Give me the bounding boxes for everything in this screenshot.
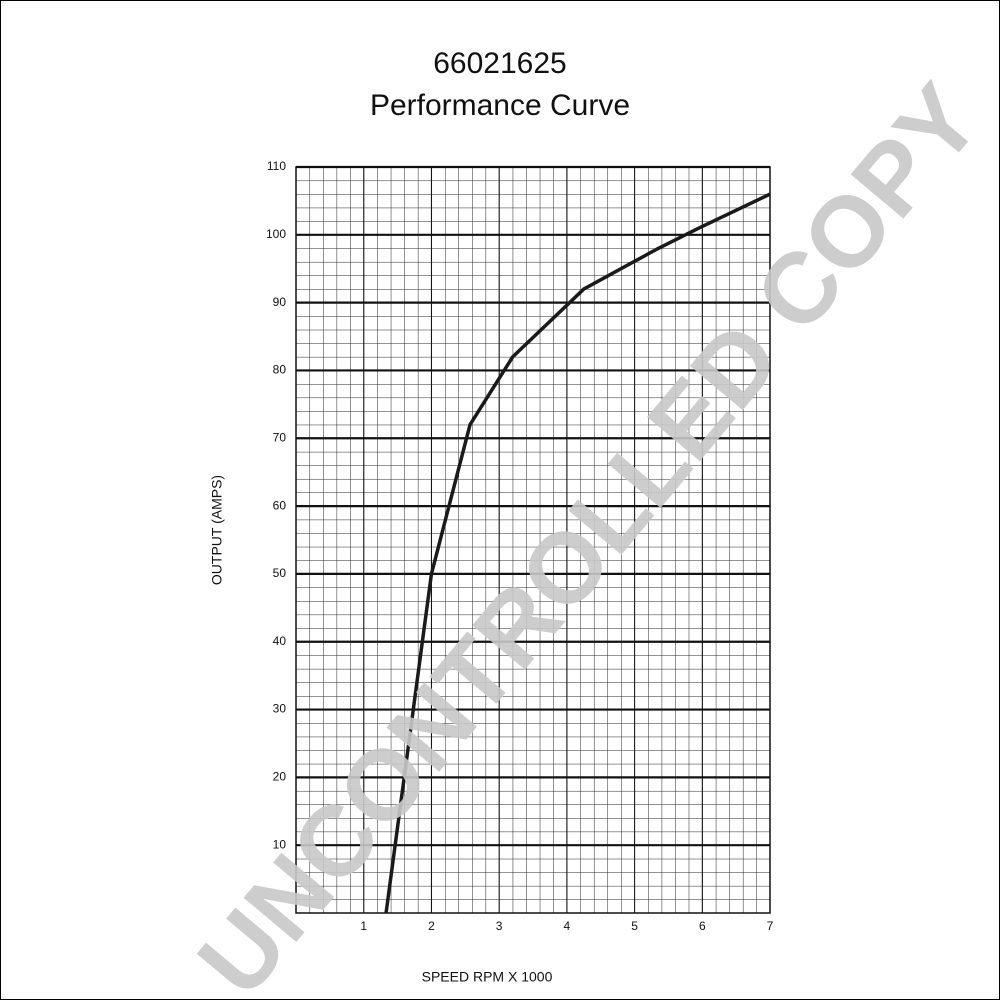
y-tick-label: 30 (273, 702, 287, 716)
x-tick-label: 1 (360, 919, 367, 933)
x-tick-label: 5 (631, 919, 638, 933)
plot-border (295, 166, 771, 914)
y-tick-label: 60 (273, 498, 287, 512)
plot-area: 10 20 30 40 50 60 70 80 90 100 110 1 2 3 4 5 6 7 (266, 159, 774, 933)
x-axis-label: SPEED RPM X 1000 (422, 969, 553, 985)
y-tick-label: 80 (273, 363, 287, 377)
x-tick-label: 2 (428, 919, 435, 933)
x-tick-label: 7 (767, 919, 774, 933)
y-tick-label: 100 (266, 227, 286, 241)
x-tick-label: 4 (564, 919, 571, 933)
chart-subtitle: Performance Curve (370, 89, 630, 122)
y-axis-label: OUTPUT (AMPS) (209, 475, 225, 585)
chart-title: 66021625 (433, 47, 566, 80)
y-tick-label: 50 (273, 566, 287, 580)
curve (384, 192, 771, 914)
minor-grid (296, 167, 770, 913)
y-tick-label: 10 (273, 837, 287, 851)
y-tick-label: 40 (273, 634, 287, 648)
y-tick-label: 70 (273, 430, 287, 444)
x-tick-label: 3 (496, 919, 503, 933)
y-tick-label: 20 (273, 770, 287, 784)
y-tick-label: 90 (273, 295, 287, 309)
y-tick-label: 110 (267, 159, 286, 173)
x-tick-label: 6 (699, 919, 706, 933)
